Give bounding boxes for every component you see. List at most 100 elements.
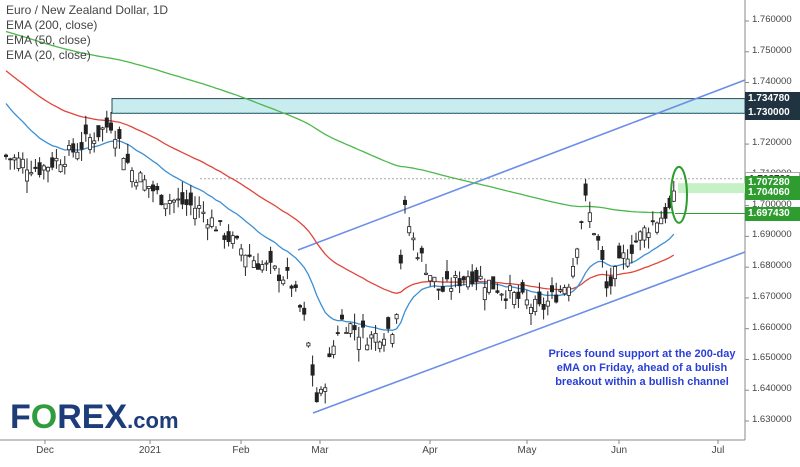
channel-lower-line (312, 251, 746, 414)
legend-ema20: EMA (20, close) (6, 48, 91, 62)
candle-body (79, 142, 84, 150)
candle-body (465, 276, 470, 288)
candle-body (297, 305, 302, 308)
candle-body (554, 294, 559, 303)
candle-body (495, 290, 500, 293)
candle-body (323, 387, 328, 392)
candle-body (268, 250, 273, 263)
candle-body (226, 231, 231, 243)
candle-body (671, 190, 676, 202)
candle-body (180, 192, 185, 205)
price-label: 1.734780 (745, 91, 800, 106)
candle-body (608, 276, 613, 287)
y-tick-label: 1.700000 (752, 198, 792, 210)
candle-body (638, 231, 643, 241)
candle-body (121, 157, 126, 171)
candle-body (545, 300, 550, 307)
candle-body (272, 265, 277, 269)
candle-body (142, 179, 147, 191)
candle-body (234, 235, 239, 239)
x-tick-label: Feb (232, 445, 250, 456)
candle-body (596, 236, 601, 241)
candle-body (415, 257, 420, 260)
candle-body (104, 117, 109, 128)
candle-body (432, 276, 437, 283)
candle-body (33, 166, 38, 169)
candle-body (335, 332, 340, 334)
candle-body (381, 338, 386, 346)
candle-body (541, 303, 546, 310)
legend-ema200: EMA (200, close) (6, 18, 98, 32)
x-tick-label: Jul (711, 445, 725, 456)
candle-body (562, 287, 567, 295)
candle-body (159, 194, 164, 206)
x-tick-label: Mar (311, 445, 329, 456)
candle-body (529, 307, 534, 315)
breakout-ellipse (670, 165, 688, 224)
candle-body (113, 139, 118, 149)
resistance-zone (111, 98, 746, 114)
y-tick-label: 1.630000 (752, 414, 792, 425)
candle-body (310, 364, 315, 376)
candle-body (369, 334, 374, 339)
candle-body (306, 342, 311, 347)
candle-body (318, 388, 323, 394)
candle-body (222, 235, 227, 240)
candle-body (503, 298, 508, 301)
candle-body (642, 227, 647, 241)
candle-body (344, 332, 349, 334)
candle-body (634, 240, 639, 243)
candle-body (176, 198, 181, 201)
candle-body (255, 263, 260, 270)
y-tick-label: 1.680000 (752, 260, 792, 272)
candle-body (201, 211, 206, 214)
candle-body (407, 226, 412, 234)
price-label: 1.730000 (745, 106, 800, 121)
candle-body (655, 222, 660, 233)
candle-body (621, 252, 626, 259)
candle-body (16, 157, 21, 169)
candle-body (285, 267, 290, 271)
candle-body (12, 157, 17, 161)
candle-body (377, 341, 382, 349)
candle-body (520, 282, 525, 293)
candle-body (629, 244, 634, 254)
candle-body (171, 199, 176, 203)
candle-body (260, 264, 265, 271)
y-tick-label: 1.640000 (752, 383, 792, 395)
candle-body (109, 122, 114, 131)
y-tick-label: 1.720000 (752, 137, 792, 149)
candle-body (230, 235, 235, 244)
candle-body (604, 281, 609, 289)
forex-logo: FOREX.com (10, 398, 179, 436)
ema20-line (5, 103, 675, 331)
candle-body (482, 287, 487, 301)
candle-body (281, 279, 286, 285)
candle-body (650, 220, 655, 223)
y-tick-label: 1.690000 (752, 229, 792, 241)
candle-body (302, 307, 307, 315)
candle-body (587, 212, 592, 222)
candle-body (348, 323, 353, 334)
y-tick-label: 1.670000 (752, 290, 792, 302)
candle-body (4, 154, 9, 157)
candle-body (394, 314, 399, 320)
x-tick-label: 2021 (138, 445, 162, 456)
candle-body (402, 199, 407, 205)
candle-body (37, 162, 42, 176)
candle-body (575, 248, 580, 258)
candle-body (46, 166, 51, 172)
candle-body (83, 124, 88, 135)
candle-body (146, 186, 151, 189)
candle-body (155, 185, 160, 191)
candle-body (213, 229, 218, 232)
candle-body (457, 278, 462, 287)
candle-body (163, 203, 168, 210)
price-label: 1.704060 (745, 186, 800, 201)
candle-body (474, 269, 479, 282)
candle-body (663, 206, 668, 219)
candle-body (470, 271, 475, 284)
candle-body (339, 314, 344, 320)
x-tick-label: May (517, 445, 537, 456)
